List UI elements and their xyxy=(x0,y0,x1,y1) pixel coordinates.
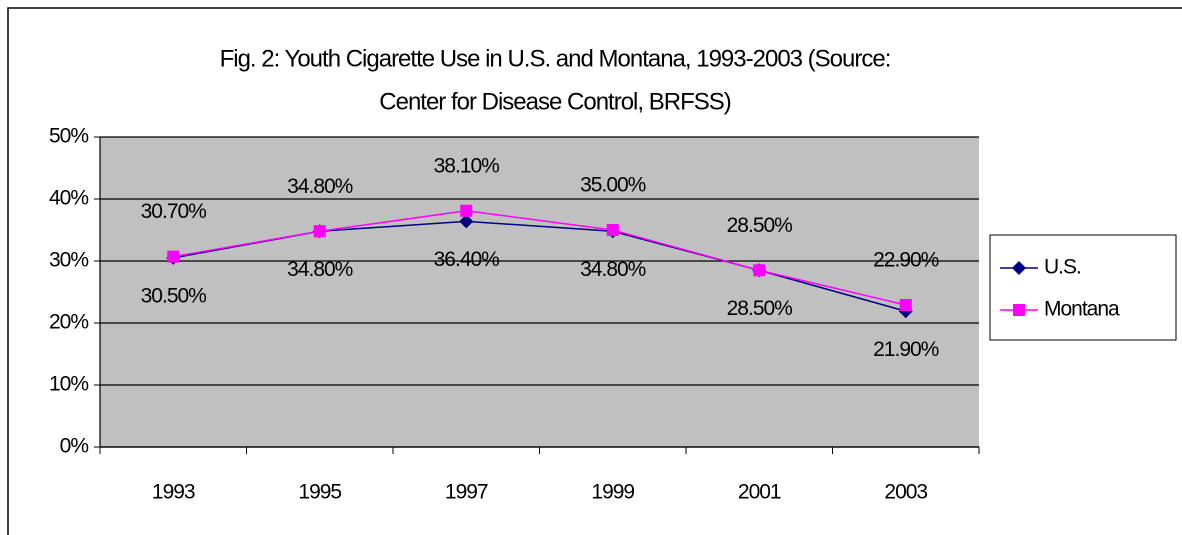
data-point xyxy=(167,250,180,263)
y-tick-label: 30% xyxy=(49,249,88,272)
x-tick-label: 2001 xyxy=(738,481,781,504)
legend-label: U.S. xyxy=(1044,256,1081,279)
data-label: 21.90% xyxy=(873,338,939,361)
legend-marker xyxy=(1012,261,1026,275)
y-tick-label: 20% xyxy=(49,311,88,334)
data-point xyxy=(899,299,912,312)
x-tick-label: 2003 xyxy=(884,481,927,504)
data-label: 30.70% xyxy=(141,200,207,223)
data-point xyxy=(313,225,326,238)
data-label: 28.50% xyxy=(727,214,793,237)
x-tick-label: 1995 xyxy=(298,481,341,504)
data-label: 30.50% xyxy=(141,284,207,307)
data-label: 36.40% xyxy=(434,248,500,271)
data-label: 22.90% xyxy=(873,249,939,272)
legend-box xyxy=(989,234,1177,341)
data-label: 35.00% xyxy=(580,174,646,197)
data-point xyxy=(459,214,474,229)
data-label: 34.80% xyxy=(287,175,353,198)
x-tick-label: 1999 xyxy=(591,481,634,504)
data-label: 28.50% xyxy=(727,297,793,320)
data-label: 34.80% xyxy=(287,258,353,281)
y-tick-label: 0% xyxy=(60,435,89,458)
series-line xyxy=(173,210,906,306)
data-point xyxy=(753,264,766,277)
y-tick-label: 50% xyxy=(49,125,88,148)
chart-title: Fig. 2: Youth Cigarette Use in U.S. and … xyxy=(220,45,891,72)
y-tick-label: 10% xyxy=(49,373,88,396)
legend-label: Montana xyxy=(1044,298,1120,321)
legend-marker xyxy=(1013,304,1025,316)
data-label: 34.80% xyxy=(580,258,646,281)
x-tick-label: 1993 xyxy=(152,481,195,504)
data-point xyxy=(606,224,619,236)
x-tick-label: 1997 xyxy=(445,481,488,504)
chart-title: Center for Disease Control, BRFSS) xyxy=(379,88,730,115)
y-tick-label: 40% xyxy=(49,187,88,210)
data-point xyxy=(460,204,473,217)
data-label: 38.10% xyxy=(434,154,500,177)
plot-area xyxy=(100,137,979,447)
